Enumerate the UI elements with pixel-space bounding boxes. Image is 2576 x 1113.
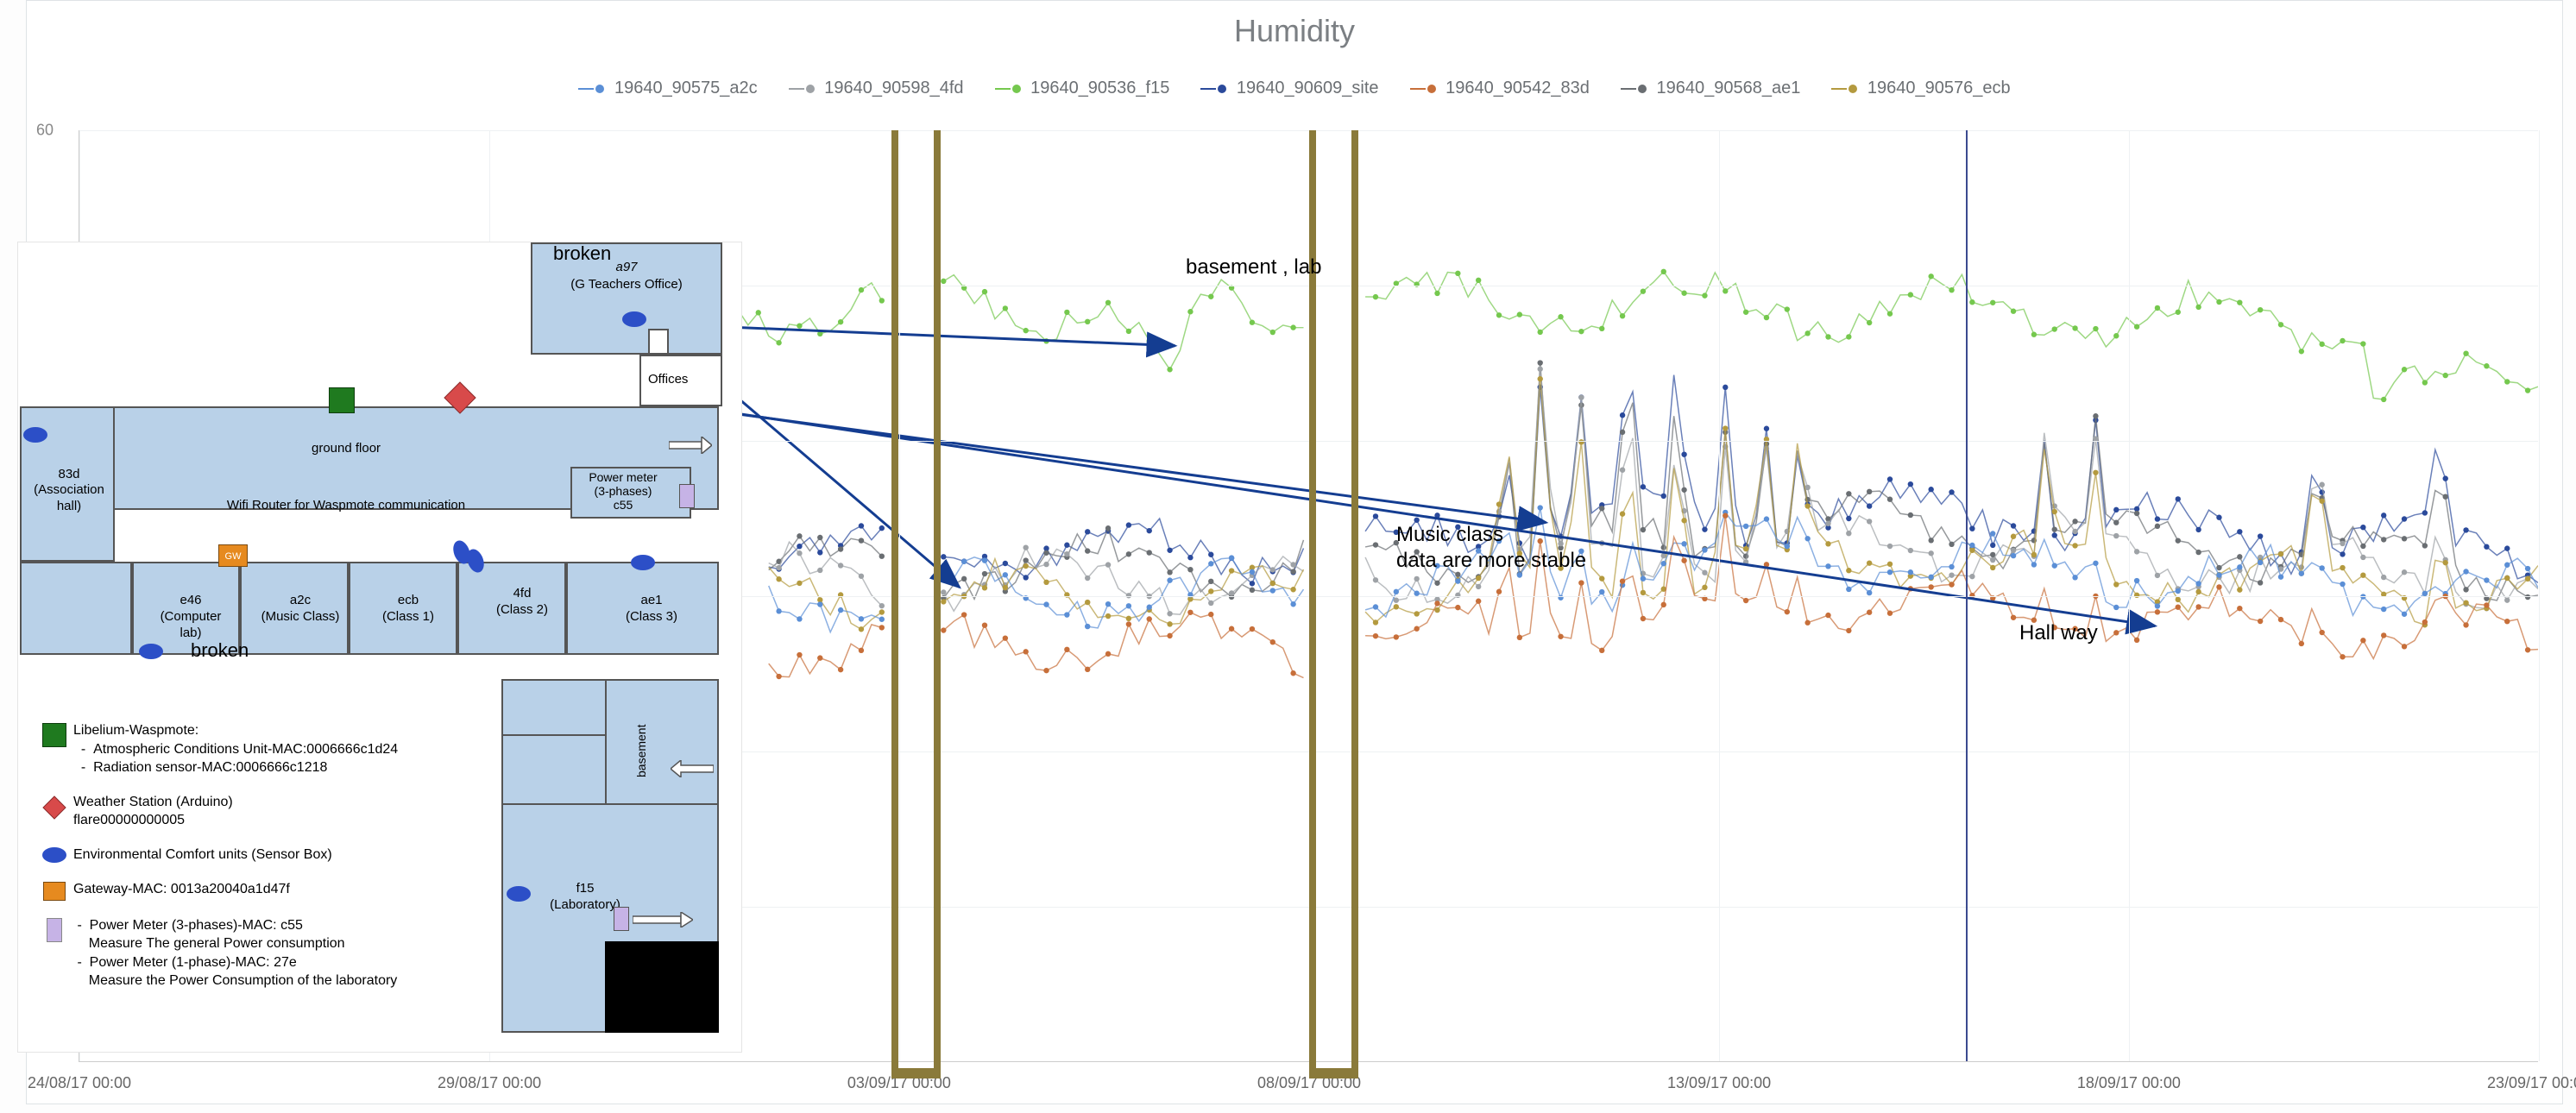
xtick-0: 24/08/17 00:00 bbox=[28, 1074, 131, 1092]
series-19640_90609_site bbox=[769, 375, 2538, 587]
sym-weather bbox=[41, 795, 67, 821]
sensor-a97 bbox=[622, 311, 646, 327]
anno-music1: Music class bbox=[1396, 523, 1503, 547]
broken-bottom: broken bbox=[191, 639, 249, 662]
small-door bbox=[648, 329, 669, 355]
sensor-ae1 bbox=[631, 555, 655, 570]
broken-top: broken bbox=[553, 242, 611, 265]
xtick-6: 23/09/17 00:00 bbox=[2487, 1074, 2576, 1092]
chart-title: Humidity bbox=[27, 13, 2562, 49]
sym-gateway bbox=[43, 882, 66, 901]
arrow-basement2 bbox=[633, 912, 693, 928]
bl2 bbox=[501, 803, 719, 805]
legend-item-19640_90576_ecb[interactable]: 19640_90576_ecb bbox=[1831, 79, 2010, 97]
offices-label: Offices bbox=[648, 372, 688, 388]
83d-name: 83d bbox=[30, 467, 108, 483]
anno-basement: basement , lab bbox=[1186, 255, 1321, 280]
arrow-icon-right bbox=[669, 437, 712, 454]
ytick-60: 60 bbox=[36, 122, 54, 140]
arrow-basement bbox=[671, 760, 714, 777]
xtick-1: 29/08/17 00:00 bbox=[438, 1074, 541, 1092]
sym-powermeter bbox=[47, 918, 62, 942]
grid-v-6 bbox=[2539, 130, 2540, 1061]
legend-item-19640_90542_83d[interactable]: 19640_90542_83d bbox=[1410, 79, 1590, 97]
4fd-name: 4fd(Class 2) bbox=[479, 586, 565, 619]
series-19640_90575_a2c bbox=[769, 505, 2538, 632]
power-meter-icon bbox=[679, 484, 695, 508]
gateway-icon: GW bbox=[218, 544, 248, 567]
legend-item-19640_90536_f15[interactable]: 19640_90536_f15 bbox=[995, 79, 1170, 97]
ae1-name: ae1(Class 3) bbox=[608, 593, 695, 626]
e46-name: e46(Computer lab) bbox=[148, 593, 234, 641]
83d-desc: (Association hall) bbox=[22, 482, 117, 515]
anno-hallway: Hall way bbox=[2019, 621, 2098, 645]
ground-floor-label: ground floor bbox=[312, 441, 381, 457]
legend-item-19640_90609_site[interactable]: 19640_90609_site bbox=[1200, 79, 1378, 97]
anno-music2: data are more stable bbox=[1396, 549, 1586, 573]
libelium-icon bbox=[329, 387, 355, 413]
ecb-name: ecb(Class 1) bbox=[365, 593, 451, 626]
wifi-router-label: Wifi Router for Waspmote communication bbox=[217, 498, 476, 514]
series-legend: 19640_90575_a2c 19640_90598_4fd 19640_90… bbox=[27, 79, 2562, 98]
sensor-e46 bbox=[139, 644, 163, 659]
weather-icon bbox=[443, 380, 477, 415]
floorplan-legend: Libelium-Waspmote: - Atmospheric Conditi… bbox=[35, 721, 519, 1006]
sym-comfort bbox=[42, 847, 66, 863]
series-19640_90576_ecb bbox=[769, 376, 2538, 632]
basement-vlabel: basement bbox=[634, 725, 650, 777]
series-19640_90598_4fd bbox=[769, 367, 2538, 617]
sym-libelium bbox=[42, 723, 66, 747]
floorplan-overlay: a97 (G Teachers Office) Offices ground f… bbox=[17, 242, 742, 1053]
legend-item-19640_90568_ae1[interactable]: 19640_90568_ae1 bbox=[1621, 79, 1800, 97]
hover-marker bbox=[1966, 130, 1968, 1061]
grid-v-4 bbox=[1719, 130, 1720, 1061]
xtick-5: 18/09/17 00:00 bbox=[2077, 1074, 2181, 1092]
xtick-4: 13/09/17 00:00 bbox=[1667, 1074, 1771, 1092]
sensor-83d bbox=[23, 427, 47, 443]
black-room bbox=[605, 941, 719, 1033]
legend-item-19640_90575_a2c[interactable]: 19640_90575_a2c bbox=[578, 79, 757, 97]
grid-v-5 bbox=[2129, 130, 2130, 1061]
power-meter-text: Power meter (3-phases) c55 bbox=[576, 470, 671, 512]
legend-item-19640_90598_4fd[interactable]: 19640_90598_4fd bbox=[789, 79, 964, 97]
bv1 bbox=[605, 679, 607, 803]
a2c-name: a2c(Music Class) bbox=[253, 593, 348, 626]
room-corner bbox=[20, 562, 132, 655]
series-19640_90568_ae1 bbox=[769, 360, 2538, 601]
a97-desc: (G Teachers Office) bbox=[545, 277, 709, 293]
gap-bar-0 bbox=[891, 130, 941, 1078]
pm-basement bbox=[614, 907, 629, 931]
